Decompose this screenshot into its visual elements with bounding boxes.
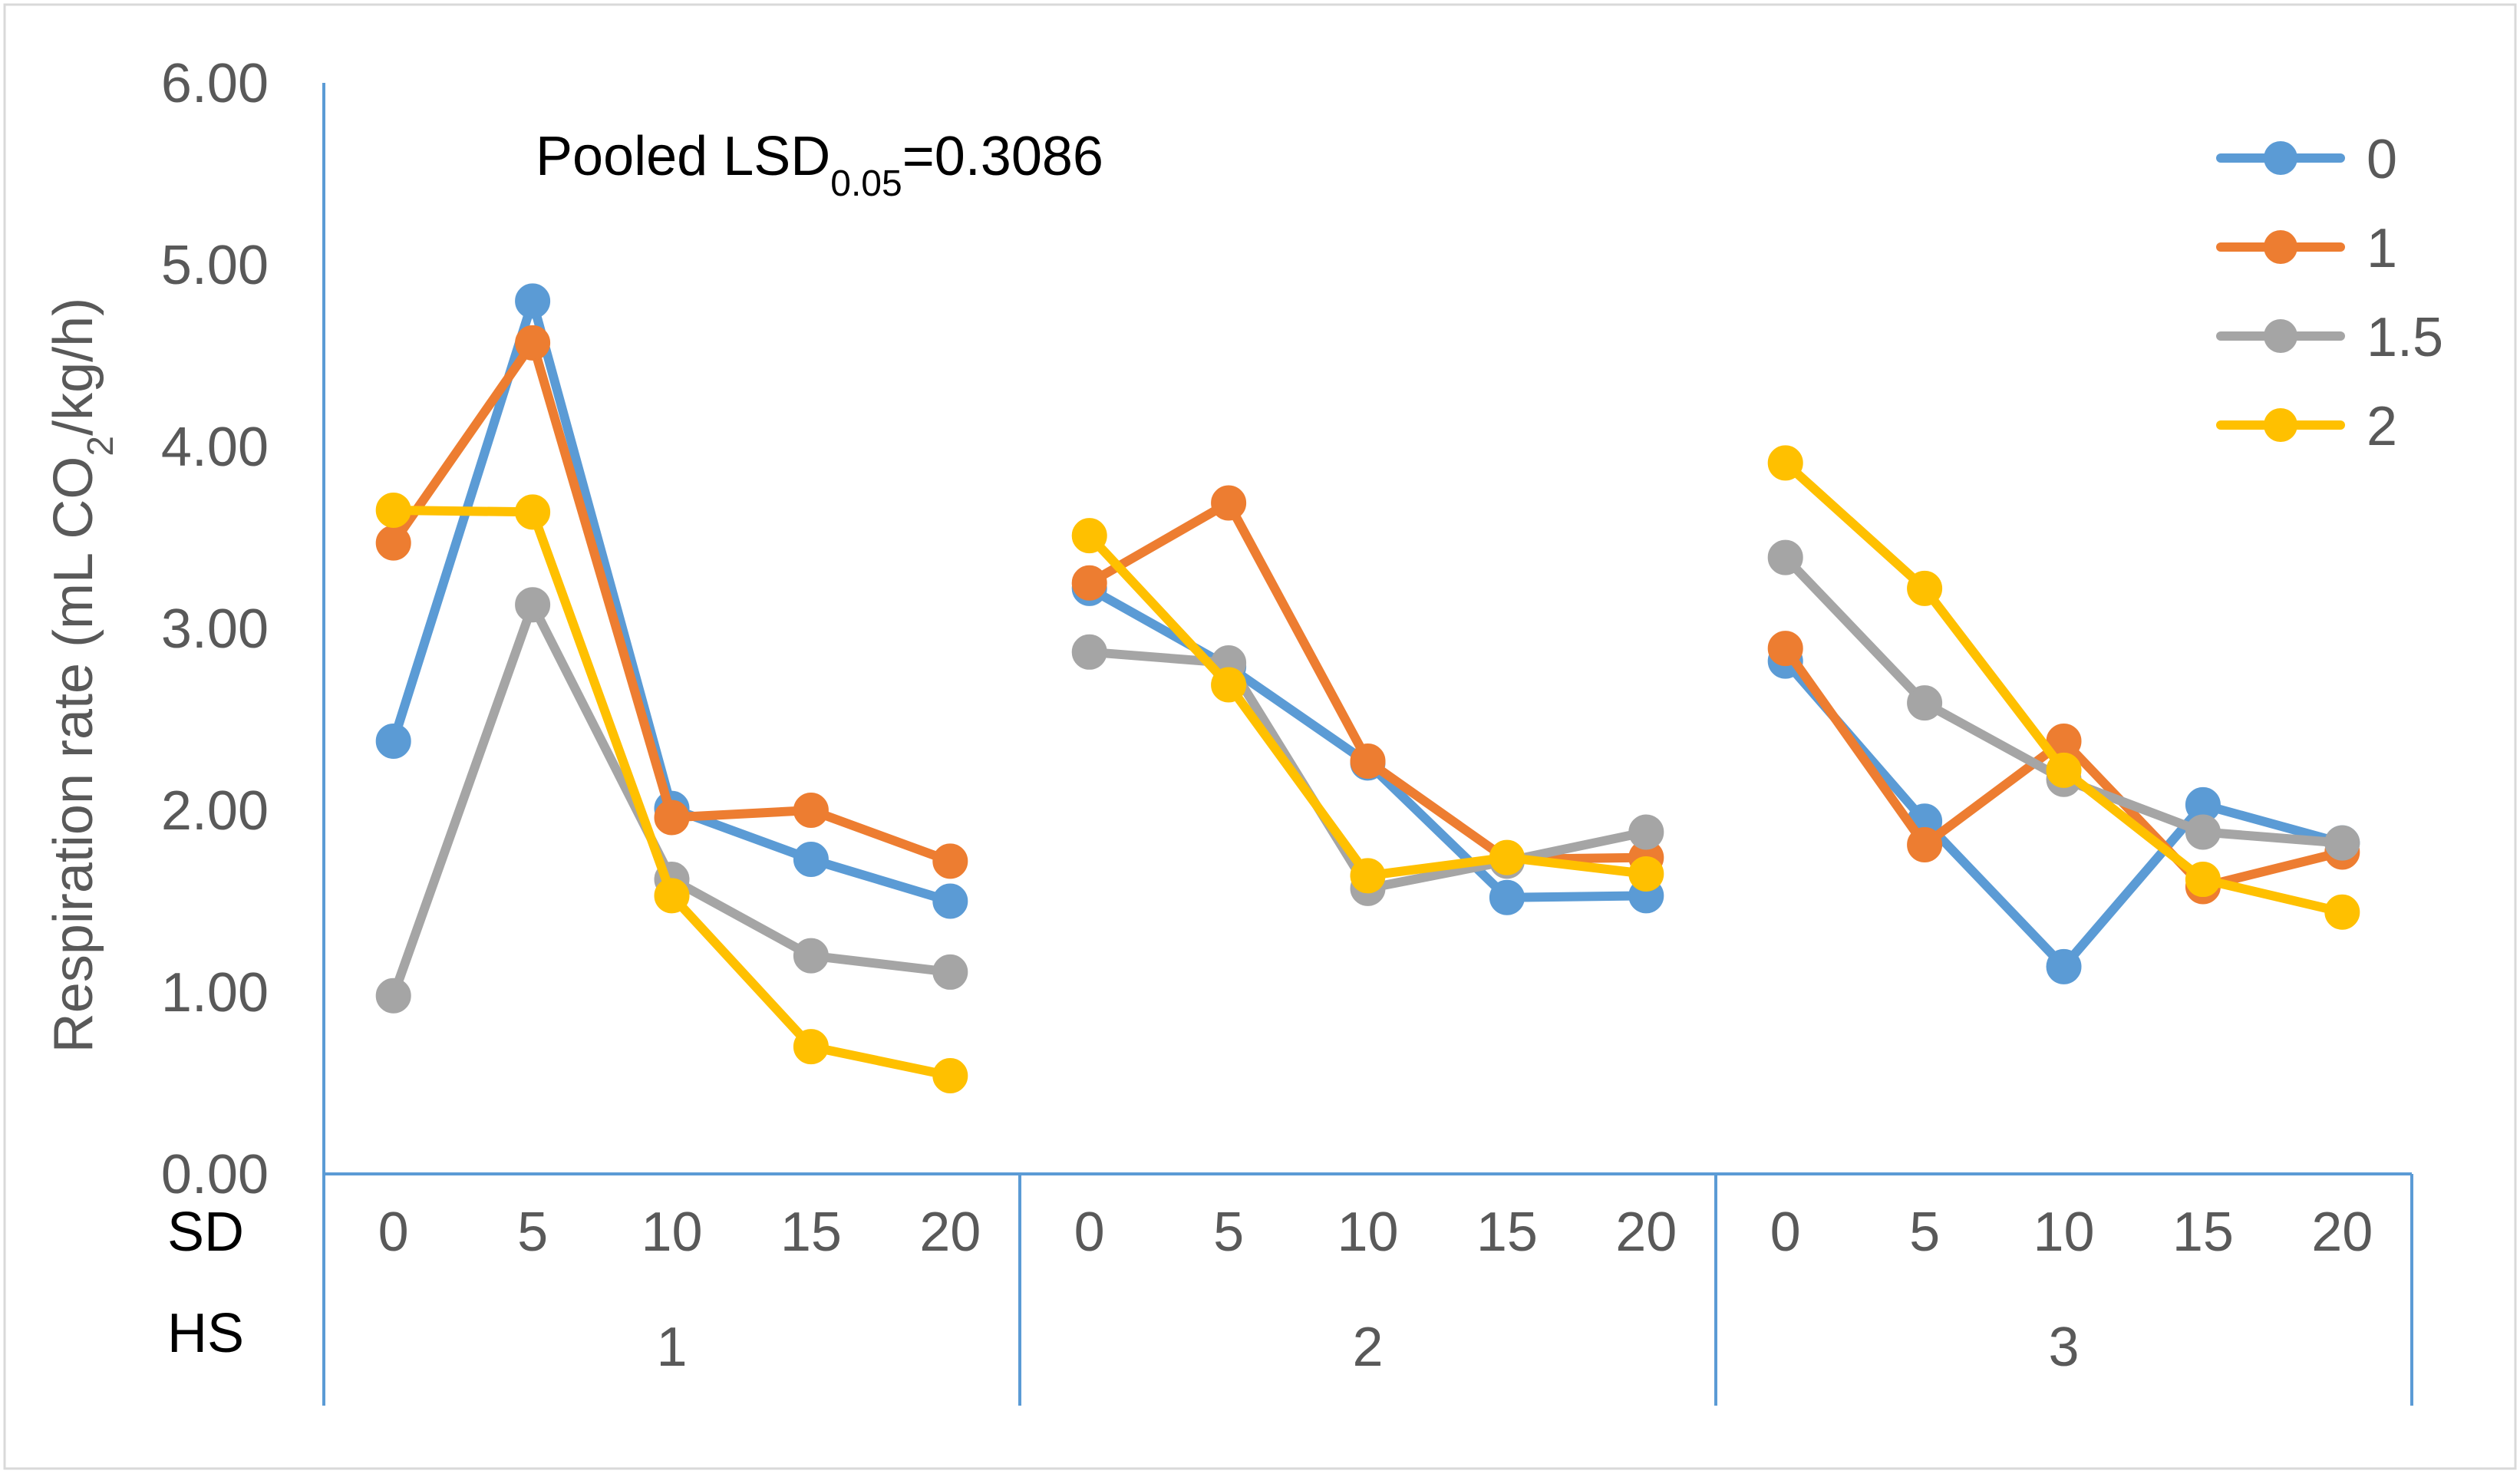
- data-point: [1071, 634, 1107, 670]
- data-point: [1350, 743, 1386, 780]
- y-tick-label: 1.00: [161, 962, 269, 1024]
- data-point: [2046, 752, 2082, 788]
- y-axis-label-subscript: 2: [81, 436, 121, 457]
- y-tick-label: 0.00: [161, 1144, 269, 1205]
- data-point: [375, 978, 411, 1014]
- data-point: [375, 723, 411, 759]
- data-point: [515, 494, 551, 530]
- data-point: [2185, 814, 2221, 850]
- x-tick-label: 15: [1476, 1202, 1538, 1263]
- x-tick-label: 15: [2172, 1202, 2234, 1263]
- legend-label: 1: [2367, 218, 2397, 279]
- data-point: [1071, 565, 1107, 601]
- legend-label: 0: [2367, 129, 2397, 190]
- x-tick-label: 0: [1770, 1202, 1801, 1263]
- data-point: [2324, 825, 2360, 861]
- x-tick-label: 20: [919, 1202, 981, 1263]
- data-point: [932, 843, 968, 879]
- data-point: [1628, 814, 1664, 850]
- data-point: [932, 883, 968, 919]
- data-point: [793, 1029, 829, 1065]
- lsd-annotation-subscript: 0.05: [830, 163, 902, 204]
- data-point: [1907, 570, 1943, 606]
- data-point: [1907, 827, 1943, 863]
- data-point: [1907, 685, 1943, 721]
- x-tick-label: 10: [1337, 1202, 1398, 1263]
- lsd-annotation-tail: =0.3086: [902, 126, 1103, 187]
- data-point: [793, 793, 829, 828]
- x-tick-label: 0: [378, 1202, 409, 1263]
- data-point: [1767, 445, 1803, 481]
- data-point: [932, 1058, 968, 1094]
- data-point: [515, 325, 551, 361]
- x-tick-label: 15: [780, 1202, 842, 1263]
- lsd-annotation: Pooled LSD0.05=0.3086: [536, 126, 1103, 204]
- data-point: [1489, 879, 1525, 915]
- x-tick-label: 5: [517, 1202, 548, 1263]
- chart-border: [3, 3, 2517, 1470]
- data-point: [1489, 839, 1525, 875]
- y-axis-label-main: Respiration rate (mL CO: [43, 457, 104, 1053]
- legend-swatch-marker: [2264, 230, 2297, 264]
- series-2: [375, 445, 2360, 1094]
- data-point: [1767, 539, 1803, 575]
- legend-swatch-marker: [2264, 319, 2297, 353]
- data-point: [375, 492, 411, 528]
- series-layer: [375, 283, 2360, 1094]
- y-axis-label-tail: /kg/h): [43, 298, 104, 436]
- group-label: 2: [1352, 1317, 1383, 1378]
- y-tick-label: 2.00: [161, 780, 269, 842]
- x-tick-label: 10: [2033, 1202, 2094, 1263]
- data-point: [1211, 485, 1247, 521]
- data-point: [2046, 948, 2082, 984]
- x-tick-label: 20: [2311, 1202, 2373, 1263]
- data-point: [1350, 858, 1386, 894]
- x-tick-label: 5: [1213, 1202, 1244, 1263]
- data-point: [2324, 894, 2360, 930]
- row-label-sd: SD: [167, 1202, 244, 1263]
- legend-label: 1.5: [2367, 307, 2443, 368]
- data-point: [2185, 862, 2221, 898]
- legend-swatch-marker: [2264, 141, 2297, 175]
- data-point: [515, 587, 551, 623]
- row-label-hs: HS: [167, 1303, 244, 1364]
- data-point: [793, 841, 829, 877]
- lsd-annotation-main: Pooled LSD: [536, 126, 830, 187]
- y-tick-label: 5.00: [161, 235, 269, 296]
- x-tick-label: 10: [641, 1202, 702, 1263]
- x-tick-label: 20: [1615, 1202, 1677, 1263]
- data-point: [793, 938, 829, 974]
- data-point: [1071, 518, 1107, 554]
- y-tick-label: 6.00: [161, 53, 269, 114]
- x-tick-label: 0: [1074, 1202, 1105, 1263]
- data-point: [654, 799, 690, 836]
- data-point: [1767, 631, 1803, 667]
- legend-label: 2: [2367, 396, 2397, 457]
- group-label: 1: [656, 1317, 687, 1378]
- data-point: [515, 283, 551, 319]
- x-tick-label: 5: [1909, 1202, 1940, 1263]
- y-axis-label: Respiration rate (mL CO2/kg/h): [43, 298, 121, 1053]
- data-point: [932, 954, 968, 990]
- y-tick-label: 4.00: [161, 417, 269, 478]
- data-point: [1628, 856, 1664, 892]
- data-point: [375, 525, 411, 561]
- y-tick-label: 3.00: [161, 598, 269, 660]
- group-label: 3: [2048, 1317, 2079, 1378]
- legend: 011.52: [2216, 129, 2443, 457]
- data-point: [1211, 667, 1247, 703]
- legend-swatch-marker: [2264, 408, 2297, 442]
- data-point: [654, 878, 690, 914]
